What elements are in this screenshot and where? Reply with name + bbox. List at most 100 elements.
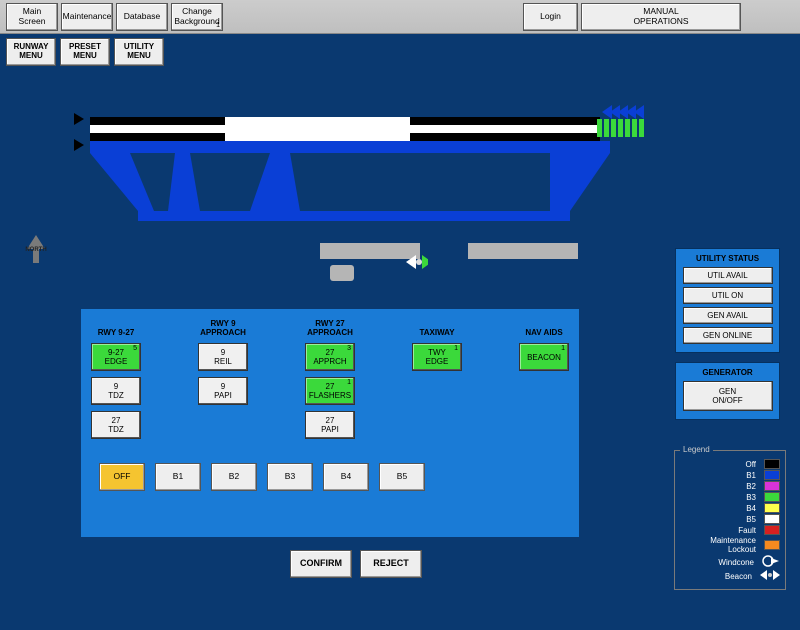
column-title: RWY 9 APPROACH	[200, 317, 246, 337]
chip-line1: 27	[326, 348, 335, 357]
chip-line1: BEACON	[527, 353, 561, 362]
legend-row: Off	[680, 459, 780, 469]
column-title: RWY 9-27	[98, 317, 135, 337]
chip-line1: 9	[221, 382, 225, 391]
chip-line2: REIL	[214, 357, 232, 366]
change-background-button[interactable]: Change Background 1	[171, 3, 223, 31]
change-bg-label: Change Background	[174, 7, 219, 26]
legend-row: B4	[680, 503, 780, 513]
utility-status-button[interactable]: UTIL AVAIL	[683, 267, 773, 284]
preset-menu-button[interactable]: PRESET MENU	[60, 38, 110, 66]
legend-row: B3	[680, 492, 780, 502]
circuit-button[interactable]: TWYEDGE1	[412, 343, 462, 371]
column-title: TAXIWAY	[419, 317, 454, 337]
runway-center-section	[225, 117, 410, 141]
legend-swatch	[764, 492, 780, 502]
beacon-icon	[760, 570, 780, 582]
menu-toolbar: RUNWAY MENU PRESET MENU UTILITY MENU	[0, 34, 800, 70]
chip-line2: PAPI	[321, 425, 339, 434]
utility-status-button[interactable]: GEN ONLINE	[683, 327, 773, 344]
confirm-row: CONFIRM REJECT	[290, 550, 422, 578]
legend-swatch	[764, 481, 780, 491]
brightness-off-button[interactable]: OFF	[99, 463, 145, 491]
reject-button[interactable]: REJECT	[360, 550, 422, 578]
runway-menu-button[interactable]: RUNWAY MENU	[6, 38, 56, 66]
circuit-button[interactable]: 9PAPI	[198, 377, 248, 405]
chip-line1: 9-27	[108, 348, 124, 357]
control-panel: RWY 9-279-27EDGE59TDZ27TDZRWY 9 APPROACH…	[80, 308, 580, 538]
utility-menu-button[interactable]: UTILITY MENU	[114, 38, 164, 66]
chip-line2: EDGE	[426, 357, 449, 366]
chip-superscript: 1	[347, 379, 351, 386]
database-button[interactable]: Database	[116, 3, 168, 31]
maintenance-button[interactable]: Maintenance	[61, 3, 113, 31]
column-title: RWY 27 APPROACH	[307, 317, 353, 337]
chip-superscript: 1	[561, 345, 565, 352]
chip-line2: TDZ	[108, 425, 124, 434]
legend-label: Off	[680, 460, 759, 469]
panel-column: RWY 9-279-27EDGE59TDZ27TDZ	[91, 317, 141, 439]
circuit-button[interactable]: 27PAPI	[305, 411, 355, 439]
legend-row: Beacon	[680, 570, 780, 582]
circuit-button[interactable]: BEACON1	[519, 343, 569, 371]
approach-arrows-icon	[604, 105, 644, 119]
utility-status-button[interactable]: GEN AVAIL	[683, 307, 773, 324]
legend-swatch	[764, 503, 780, 513]
manual-operations-button[interactable]: MANUAL OPERATIONS	[581, 3, 741, 31]
brightness-level-button[interactable]: B1	[155, 463, 201, 491]
circuit-button[interactable]: 27APPRCH3	[305, 343, 355, 371]
brightness-level-button[interactable]: B3	[267, 463, 313, 491]
circuit-button[interactable]: 9-27EDGE5	[91, 343, 141, 371]
panel-column: NAV AIDS BEACON1	[519, 317, 569, 439]
beacon-icon	[406, 255, 428, 269]
legend-label: B5	[680, 515, 759, 524]
chip-line2: EDGE	[105, 357, 128, 366]
circuit-button[interactable]: 27FLASHERS1	[305, 377, 355, 405]
north-label: NORTH	[22, 247, 50, 253]
chip-line1: 27	[326, 416, 335, 425]
legend-swatch	[764, 459, 780, 469]
utility-status-title: UTILITY STATUS	[681, 254, 774, 263]
utility-status-panel: UTILITY STATUS UTIL AVAIL UTIL ON GEN AVAI…	[675, 248, 780, 353]
panel-column: RWY 27 APPROACH27APPRCH327FLASHERS127PAP…	[305, 317, 355, 439]
chip-line2: APPRCH	[313, 357, 346, 366]
legend-label: B1	[680, 471, 759, 480]
chip-line2: PAPI	[214, 391, 232, 400]
brightness-level-button[interactable]: B5	[379, 463, 425, 491]
legend-panel: Legend OffB1B2B3B4B5FaultMaintenance Loc…	[674, 450, 786, 590]
north-indicator: NORTH	[22, 235, 50, 275]
brightness-level-button[interactable]: B2	[211, 463, 257, 491]
circuit-button[interactable]: 9TDZ	[91, 377, 141, 405]
taxiway-shape	[90, 141, 610, 221]
legend-label: Windcone	[680, 558, 757, 567]
brightness-level-button[interactable]: B4	[323, 463, 369, 491]
generator-onoff-button[interactable]: GEN ON/OFF	[683, 381, 773, 411]
threshold-arrow-icon	[74, 113, 84, 125]
airport-diagram	[60, 95, 650, 265]
main-screen-button[interactable]: Main Screen	[6, 3, 58, 31]
circuit-button[interactable]: 9REIL	[198, 343, 248, 371]
legend-row: B5	[680, 514, 780, 524]
chip-line1: 9	[221, 348, 225, 357]
approach-lights-icon	[597, 119, 644, 137]
legend-title: Legend	[680, 445, 713, 454]
legend-label: B3	[680, 493, 759, 502]
login-button[interactable]: Login	[523, 3, 578, 31]
threshold-arrow-icon	[74, 139, 84, 151]
legend-row: Fault	[680, 525, 780, 535]
column-title: NAV AIDS	[525, 317, 562, 337]
utility-status-button[interactable]: UTIL ON	[683, 287, 773, 304]
chip-line1: TWY	[428, 348, 446, 357]
legend-swatch	[764, 540, 780, 550]
confirm-button[interactable]: CONFIRM	[290, 550, 352, 578]
circuit-button[interactable]: 27TDZ	[91, 411, 141, 439]
change-bg-sup: 1	[216, 22, 220, 30]
chip-line2: TDZ	[108, 391, 124, 400]
legend-label: Beacon	[680, 572, 755, 581]
legend-row: Windcone	[680, 555, 780, 569]
panel-column: RWY 9 APPROACH9REIL9PAPI	[198, 317, 248, 439]
windcone-icon	[762, 555, 780, 569]
apron-left	[320, 243, 420, 259]
chip-line1: 27	[112, 416, 121, 425]
top-toolbar: Main Screen Maintenance Database Change …	[0, 0, 800, 34]
